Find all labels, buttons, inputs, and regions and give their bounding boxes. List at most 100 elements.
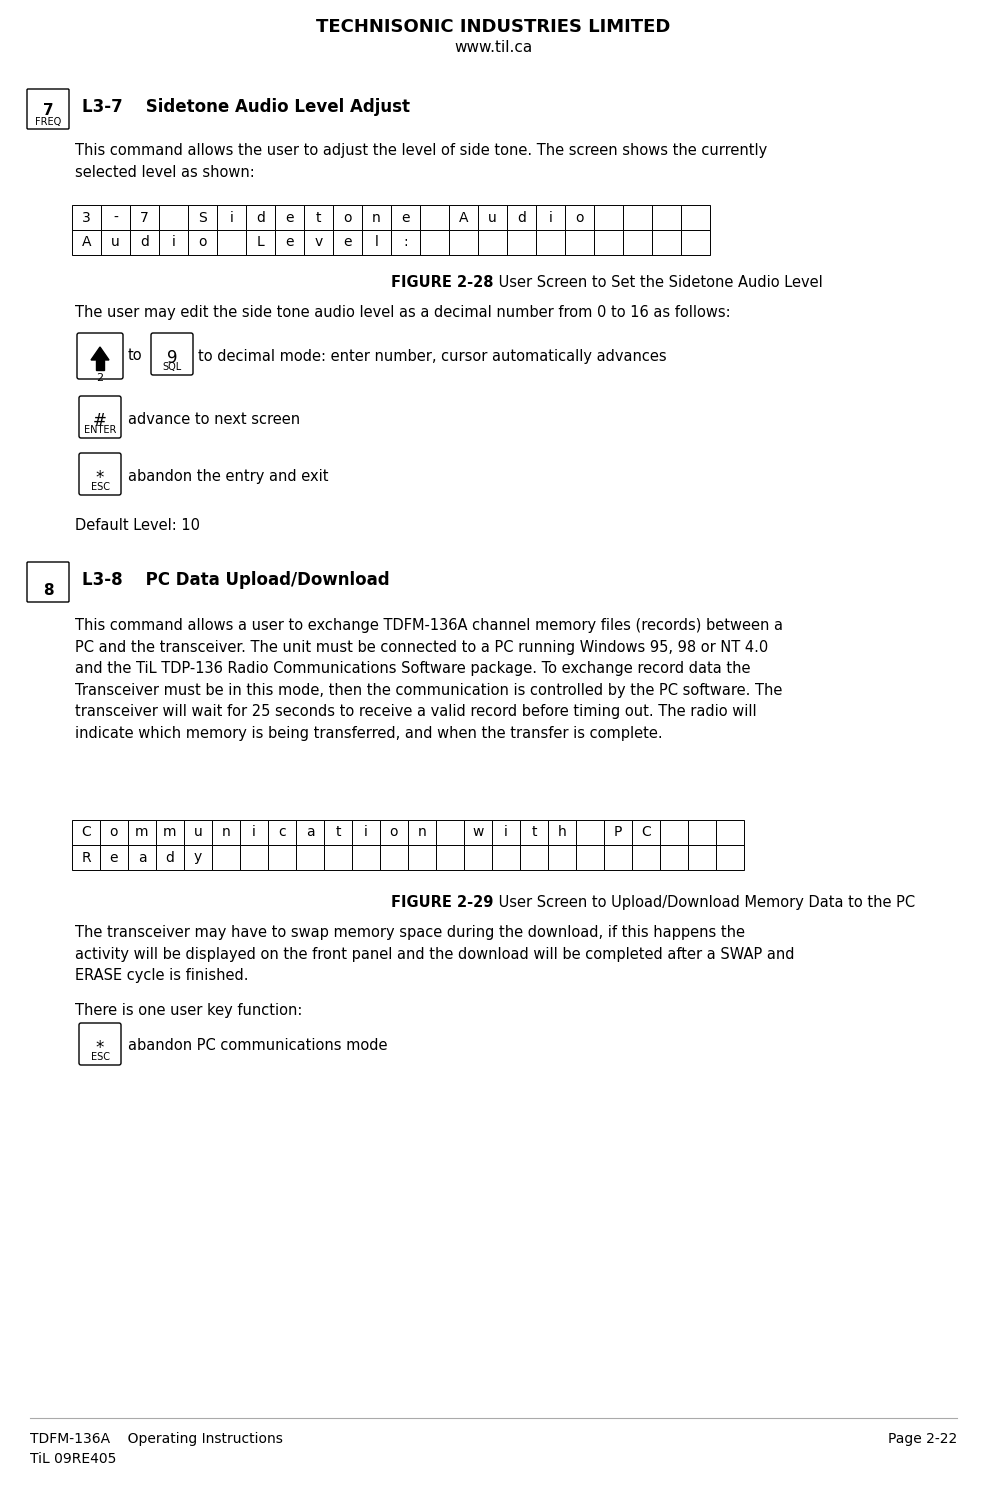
FancyBboxPatch shape (79, 453, 121, 495)
Bar (491, 845, 520, 871)
Bar (631, 845, 660, 871)
Bar (362, 204, 390, 230)
Bar (594, 204, 622, 230)
Bar (507, 204, 535, 230)
Bar (159, 204, 187, 230)
Bar (246, 230, 275, 255)
Text: 2: 2 (97, 373, 104, 383)
Bar (491, 820, 520, 845)
Bar (715, 820, 743, 845)
Text: a: a (138, 850, 146, 865)
Bar (304, 230, 332, 255)
Bar (660, 845, 687, 871)
Text: TECHNISONIC INDUSTRIES LIMITED: TECHNISONIC INDUSTRIES LIMITED (316, 18, 670, 36)
Bar (323, 820, 352, 845)
Text: L3-7    Sidetone Audio Level Adjust: L3-7 Sidetone Audio Level Adjust (82, 98, 409, 116)
Text: TiL 09RE405: TiL 09RE405 (30, 1452, 116, 1466)
Bar (594, 230, 622, 255)
Bar (72, 820, 100, 845)
Bar (520, 820, 547, 845)
Bar (128, 820, 156, 845)
Text: u: u (193, 826, 202, 839)
Bar (380, 845, 407, 871)
Text: w: w (472, 826, 483, 839)
Text: User Screen to Set the Sidetone Audio Level: User Screen to Set the Sidetone Audio Le… (493, 274, 821, 291)
Text: n: n (417, 826, 426, 839)
Text: y: y (193, 850, 202, 865)
Text: R: R (81, 850, 91, 865)
Text: n: n (222, 826, 230, 839)
Text: *: * (96, 470, 105, 488)
Text: o: o (109, 826, 118, 839)
Bar (268, 820, 296, 845)
Text: i: i (230, 210, 234, 225)
Bar (268, 845, 296, 871)
Bar (183, 820, 212, 845)
Text: P: P (613, 826, 621, 839)
Text: FREQ: FREQ (35, 116, 61, 127)
Text: e: e (285, 210, 294, 225)
Text: A: A (82, 236, 91, 249)
Text: to decimal mode: enter number, cursor automatically advances: to decimal mode: enter number, cursor au… (198, 349, 666, 364)
Text: i: i (364, 826, 368, 839)
Bar (622, 230, 652, 255)
Bar (390, 204, 420, 230)
Bar (332, 230, 362, 255)
Text: i: i (504, 826, 508, 839)
Bar (72, 845, 100, 871)
Text: ESC: ESC (91, 1053, 109, 1062)
Bar (652, 230, 680, 255)
Text: ESC: ESC (91, 482, 109, 492)
Bar (420, 230, 449, 255)
Bar (547, 820, 576, 845)
Text: *: * (96, 1039, 105, 1057)
FancyBboxPatch shape (27, 89, 69, 130)
Bar (390, 230, 420, 255)
Text: v: v (315, 236, 322, 249)
Bar (187, 230, 217, 255)
Text: SQL: SQL (163, 362, 181, 371)
Text: A: A (458, 210, 467, 225)
Bar (246, 204, 275, 230)
Text: 7: 7 (42, 103, 53, 118)
Bar (296, 820, 323, 845)
Text: h: h (557, 826, 566, 839)
Text: C: C (81, 826, 91, 839)
Bar (547, 845, 576, 871)
Bar (352, 845, 380, 871)
Bar (323, 845, 352, 871)
Bar (240, 820, 268, 845)
Bar (535, 230, 564, 255)
Bar (449, 230, 477, 255)
Text: e: e (343, 236, 351, 249)
Bar (564, 230, 594, 255)
Bar (72, 204, 101, 230)
Bar (212, 845, 240, 871)
Bar (576, 845, 603, 871)
Bar (100, 820, 128, 845)
Text: l: l (374, 236, 378, 249)
Bar (680, 204, 709, 230)
Bar (296, 845, 323, 871)
FancyBboxPatch shape (79, 1023, 121, 1065)
Text: User Screen to Upload/Download Memory Data to the PC: User Screen to Upload/Download Memory Da… (493, 895, 914, 910)
Text: Page 2-22: Page 2-22 (886, 1431, 956, 1446)
Text: d: d (166, 850, 175, 865)
Text: #: # (93, 412, 106, 429)
Bar (130, 204, 159, 230)
Bar (420, 204, 449, 230)
Text: m: m (135, 826, 149, 839)
Text: This command allows the user to adjust the level of side tone. The screen shows : This command allows the user to adjust t… (75, 143, 766, 179)
Bar (687, 845, 715, 871)
Bar (362, 230, 390, 255)
Bar (715, 845, 743, 871)
Bar (449, 204, 477, 230)
Bar (159, 230, 187, 255)
Text: FIGURE 2-28: FIGURE 2-28 (390, 274, 493, 291)
Text: i: i (172, 236, 176, 249)
Bar (101, 230, 130, 255)
Bar (128, 845, 156, 871)
Bar (156, 820, 183, 845)
Text: d: d (140, 236, 149, 249)
Text: 7: 7 (140, 210, 149, 225)
